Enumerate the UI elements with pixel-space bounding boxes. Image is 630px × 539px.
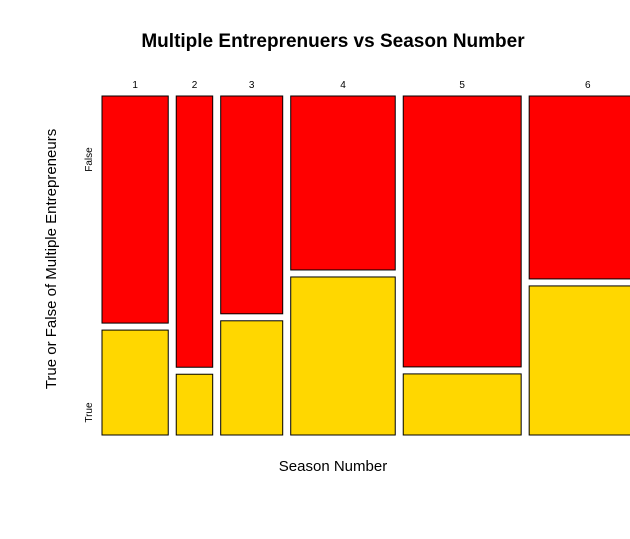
tile-season-6-false xyxy=(528,95,630,280)
tile-season-5-true xyxy=(402,373,522,436)
tile-season-2-false xyxy=(175,95,214,368)
y-axis-label: True or False of Multiple Entrepreneurs xyxy=(43,129,60,389)
y-tick-label-true: True xyxy=(84,402,95,423)
mosaic-tiles xyxy=(101,95,630,436)
tile-season-5-false xyxy=(402,95,522,368)
tile-season-3-true xyxy=(220,320,284,436)
x-tick-label-2: 2 xyxy=(192,80,198,91)
tile-season-1-false xyxy=(101,95,169,324)
tile-season-4-false xyxy=(290,95,396,271)
x-tick-label-6: 6 xyxy=(585,80,591,91)
tile-season-3-false xyxy=(220,95,284,315)
tile-season-2-true xyxy=(175,373,214,436)
x-tick-label-1: 1 xyxy=(132,80,138,91)
y-tick-label-false: False xyxy=(84,147,95,172)
chart-title: Multiple Entreprenuers vs Season Number xyxy=(141,31,525,52)
y-tick-labels: False True xyxy=(84,147,95,423)
tile-season-6-true xyxy=(528,285,630,436)
x-tick-label-5: 5 xyxy=(459,80,465,91)
tile-season-1-true xyxy=(101,329,169,436)
x-axis-label: Season Number xyxy=(279,458,387,475)
x-tick-label-4: 4 xyxy=(340,80,346,91)
x-tick-labels: 1 2 3 4 5 6 xyxy=(132,80,591,91)
x-tick-label-3: 3 xyxy=(249,80,255,91)
tile-season-4-true xyxy=(290,276,396,436)
